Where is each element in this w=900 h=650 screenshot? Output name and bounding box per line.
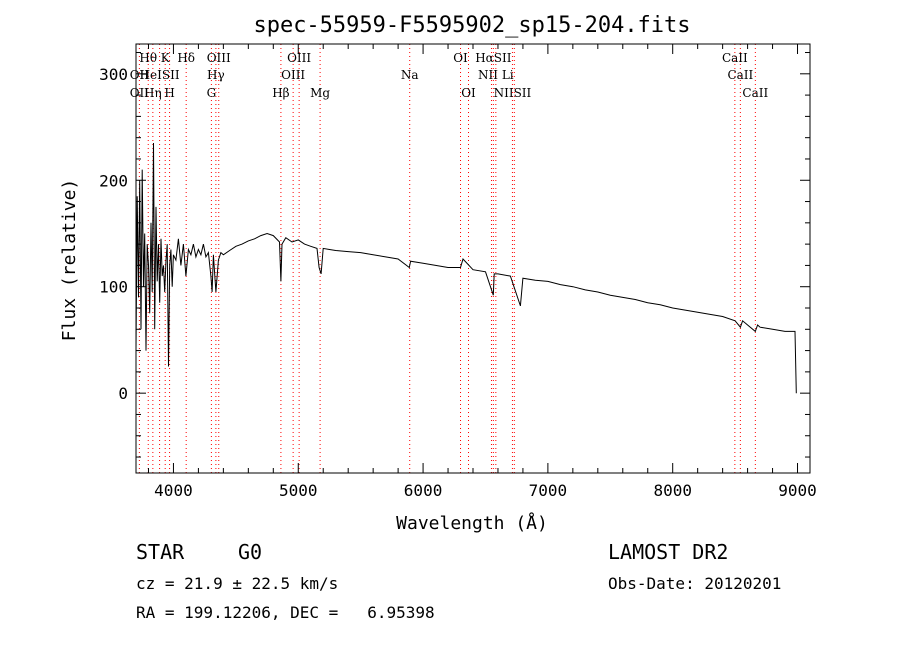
marker-label: Na <box>401 68 419 82</box>
y-axis-label: Flux (relative) <box>59 179 80 342</box>
marker-label: OII <box>130 68 150 82</box>
x-tick-label: 4000 <box>154 481 193 500</box>
plot-frame <box>135 43 811 474</box>
marker-label: Hγ <box>207 68 225 82</box>
marker-label: NII Li <box>478 68 514 82</box>
marker-label: Hδ <box>177 51 195 65</box>
coordinates-label: RA = 199.12206, DEC = 6.95398 <box>136 603 435 622</box>
subclass-label: G0 <box>238 540 263 564</box>
x-tick-label: 6000 <box>404 481 443 500</box>
y-tick-label: 100 <box>99 278 128 297</box>
x-axis-label: Wavelength (Å) <box>396 512 548 534</box>
x-tick-label: 9000 <box>778 481 817 500</box>
marker-label: H <box>164 86 174 100</box>
marker-label: OIII <box>207 51 231 65</box>
spectrum-line <box>135 142 797 394</box>
x-tick-label: 8000 <box>653 481 692 500</box>
marker-label: Mg <box>310 86 330 100</box>
redshift-label: cz = 21.9 ± 22.5 km/s <box>136 574 339 593</box>
survey-label: LAMOST DR2 <box>608 540 729 564</box>
marker-label: OI <box>453 51 468 65</box>
y-tick-label: 0 <box>118 384 128 403</box>
marker-label: HαSII <box>475 51 512 65</box>
obs-date-label: Obs-Date: 20120201 <box>608 574 782 593</box>
marker-label: CaII <box>722 51 748 65</box>
marker-label: NIISII <box>494 86 532 100</box>
marker-label: Hη <box>144 86 162 100</box>
marker-label: HeISII <box>140 68 180 82</box>
class-label: STAR <box>136 540 185 564</box>
marker-label: Hβ <box>272 86 289 100</box>
marker-label: OIII <box>281 68 305 82</box>
marker-label: Hθ <box>139 51 157 65</box>
marker-label: OI <box>461 86 476 100</box>
marker-label: OIII <box>287 51 311 65</box>
marker-label: K <box>161 51 171 65</box>
y-tick-label: 300 <box>99 65 128 84</box>
chart-title: spec-55959-F5595902_sp15-204.fits <box>253 13 690 38</box>
y-tick-label: 200 <box>99 171 128 190</box>
marker-label: CaII <box>727 68 753 82</box>
marker-label: G <box>207 86 217 100</box>
x-tick-label: 5000 <box>279 481 318 500</box>
marker-label: OII <box>130 86 150 100</box>
series-layer <box>135 142 797 394</box>
marker-label: CaII <box>742 86 768 100</box>
axes: 4000 5000 6000 7000 8000 9000 0 100 200 300 <box>99 44 817 500</box>
x-tick-label: 7000 <box>529 481 568 500</box>
